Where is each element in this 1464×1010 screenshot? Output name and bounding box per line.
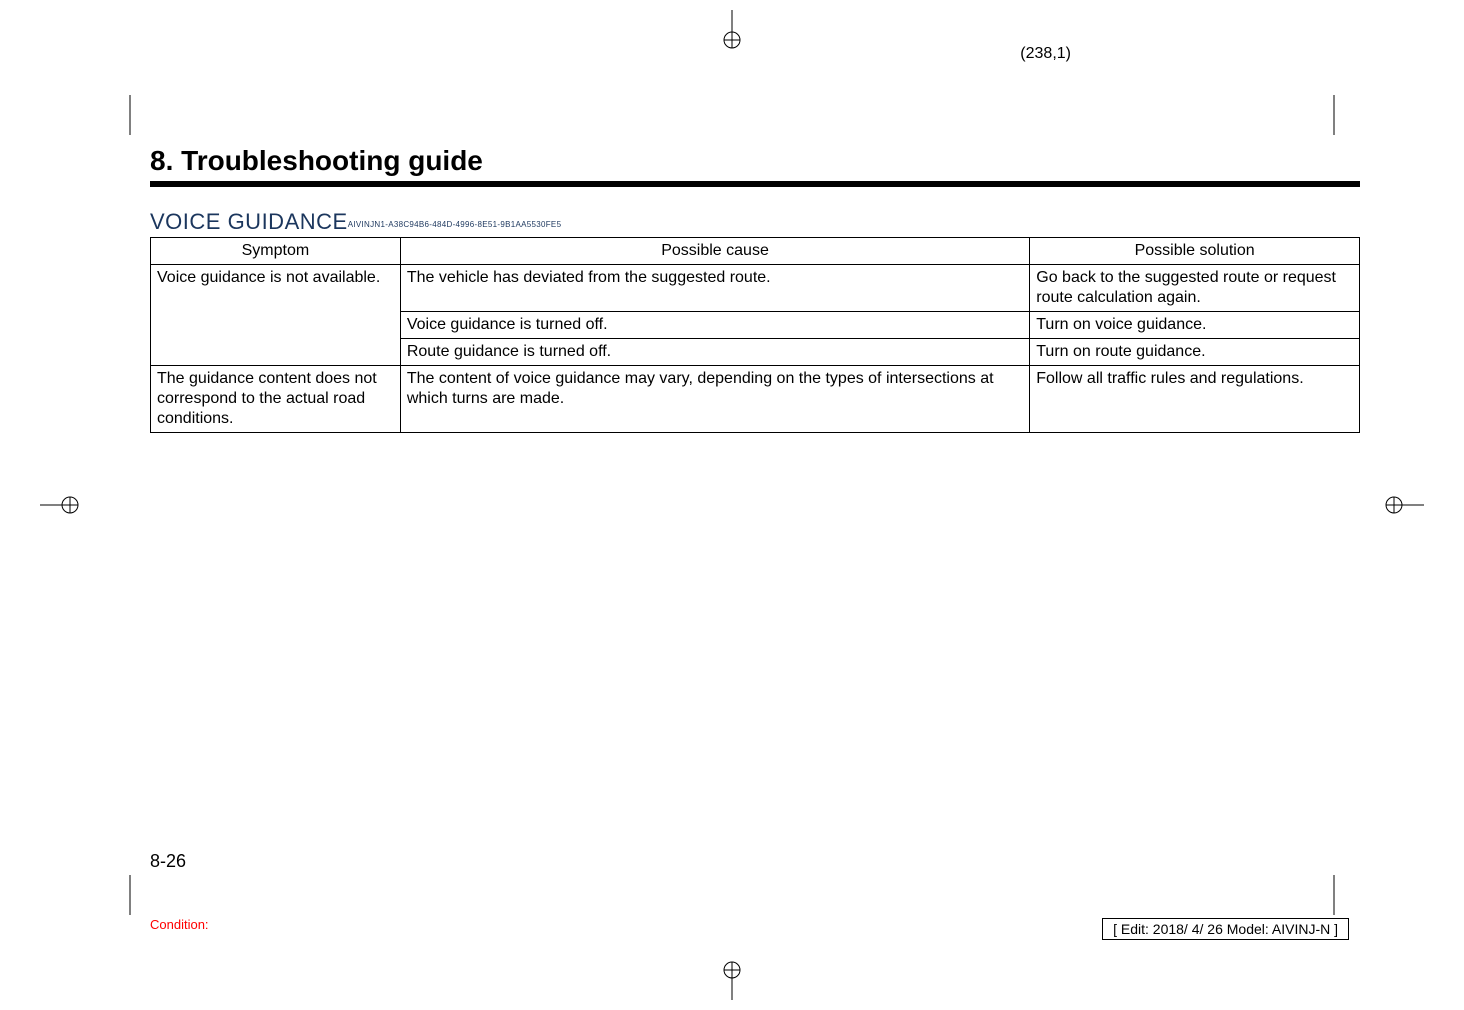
cell-solution: Turn on voice guidance. [1030, 312, 1360, 339]
crop-mark-top-right [1314, 95, 1354, 135]
crop-mark-top-left [110, 95, 150, 135]
cell-cause: Voice guidance is turned off. [400, 312, 1029, 339]
table-header-row: Symptom Possible cause Possible solution [151, 238, 1360, 265]
crop-mark-top [712, 10, 752, 50]
page-content: 8. Troubleshooting guide VOICE GUIDANCEA… [150, 145, 1360, 433]
section-heading-row: VOICE GUIDANCEAIVINJN1-A38C94B6-484D-499… [150, 209, 1360, 235]
page-coordinate: (238,1) [1020, 45, 1071, 63]
crop-mark-bottom-left [110, 875, 150, 915]
crop-mark-right [1384, 485, 1424, 525]
section-heading: VOICE GUIDANCE [150, 209, 348, 234]
col-header-symptom: Symptom [151, 238, 401, 265]
cell-solution: Go back to the suggested route or reques… [1030, 265, 1360, 312]
cell-cause: The content of voice guidance may vary, … [400, 366, 1029, 433]
crop-mark-bottom-right [1314, 875, 1354, 915]
cell-solution: Follow all traffic rules and regulations… [1030, 366, 1360, 433]
cell-solution: Turn on route guidance. [1030, 339, 1360, 366]
chapter-title: 8. Troubleshooting guide [150, 145, 1360, 177]
table-row: The guidance content does not correspond… [151, 366, 1360, 433]
condition-label: Condition: [150, 917, 209, 932]
page-number: 8-26 [150, 851, 186, 872]
col-header-cause: Possible cause [400, 238, 1029, 265]
crop-mark-bottom [712, 960, 752, 1000]
table-row: Voice guidance is not available. The veh… [151, 265, 1360, 312]
cell-symptom: Voice guidance is not available. [151, 265, 401, 366]
crop-mark-left [40, 485, 80, 525]
col-header-solution: Possible solution [1030, 238, 1360, 265]
document-id: AIVINJN1-A38C94B6-484D-4996-8E51-9B1AA55… [348, 220, 562, 229]
cell-cause: The vehicle has deviated from the sugges… [400, 265, 1029, 312]
troubleshooting-table: Symptom Possible cause Possible solution… [150, 237, 1360, 433]
edit-info-box: [ Edit: 2018/ 4/ 26 Model: AIVINJ-N ] [1102, 918, 1349, 940]
cell-cause: Route guidance is turned off. [400, 339, 1029, 366]
title-rule [150, 181, 1360, 187]
cell-symptom: The guidance content does not correspond… [151, 366, 401, 433]
